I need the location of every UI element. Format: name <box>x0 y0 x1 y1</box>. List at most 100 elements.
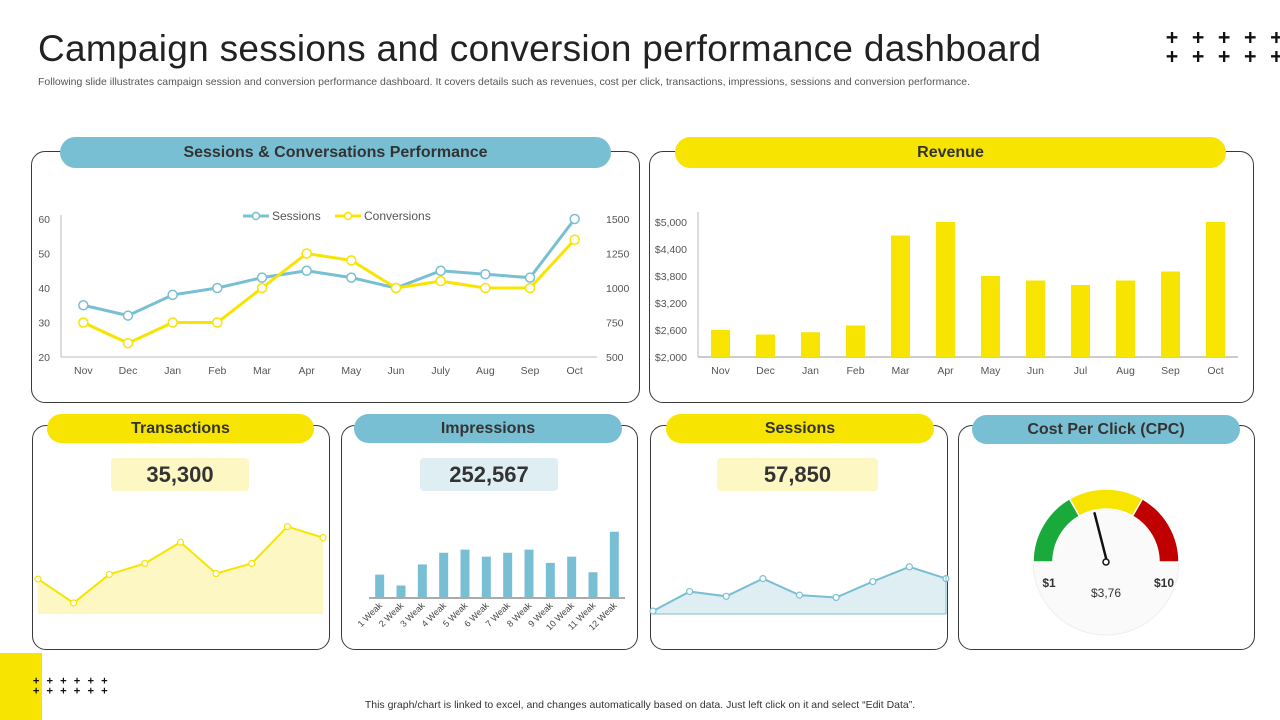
series-line-conversions <box>82 238 576 345</box>
impressions-bar <box>524 549 534 598</box>
sessions-point <box>905 563 913 571</box>
x-tick-label: July <box>431 365 450 377</box>
sessions-point <box>686 587 694 596</box>
impressions-value: 252,567 <box>420 458 558 491</box>
x-tick-label: Jan <box>802 365 819 377</box>
revenue-bar <box>711 330 730 357</box>
gauge-hub <box>1102 558 1110 566</box>
data-point-sessions <box>122 310 134 321</box>
data-point-conversions <box>167 317 178 328</box>
impressions-bar <box>609 531 619 598</box>
x-tick-label: Oct <box>1207 365 1223 377</box>
x-tick-label: Nov <box>74 365 93 377</box>
impressions-bar <box>567 556 577 598</box>
revenue-bar <box>756 334 775 357</box>
sessions-point <box>869 577 877 586</box>
gauge-needle <box>1093 512 1108 560</box>
impressions-title: Impressions <box>354 414 622 443</box>
data-point-conversions <box>524 282 536 294</box>
data-point-conversions <box>212 317 223 328</box>
data-point-conversions <box>435 275 446 287</box>
x-tick-label: Dec <box>119 365 138 377</box>
legend-swatch-marker <box>251 211 261 221</box>
transactions-point <box>70 599 78 607</box>
transactions-point <box>141 559 149 568</box>
page-subtitle: Following slide illustrates campaign ses… <box>38 76 971 88</box>
revenue-bar <box>846 325 865 357</box>
transactions-point <box>283 522 291 531</box>
y-tick-label: $4,400 <box>655 244 687 256</box>
x-tick-label: Aug <box>476 365 495 377</box>
legend-swatch-marker <box>343 211 353 221</box>
transactions-title: Transactions <box>47 414 314 443</box>
sessions-point <box>722 592 730 600</box>
transactions-value: 35,300 <box>111 458 249 491</box>
cpc-value-label: $3,76 <box>1090 586 1122 600</box>
decorative-yellow-block <box>0 653 42 720</box>
x-tick-label: Apr <box>298 365 315 377</box>
y-right-tick-label: 1250 <box>606 249 630 261</box>
x-tick-label: May <box>341 365 362 377</box>
y-left-tick-label: 60 <box>38 214 50 226</box>
y-left-tick-label: 30 <box>38 318 50 330</box>
sessions-title: Sessions <box>666 414 934 443</box>
revenue-bar <box>1116 280 1135 357</box>
data-point-conversions <box>301 248 312 259</box>
y-right-tick-label: 500 <box>606 352 624 364</box>
sessions-area <box>653 566 946 614</box>
gauge-segment-high <box>1131 497 1180 563</box>
data-point-sessions <box>301 265 312 276</box>
impressions-bar <box>439 552 449 598</box>
transactions-point <box>248 559 256 568</box>
series-line-sessions <box>82 218 576 318</box>
revenue-bar <box>1206 222 1225 357</box>
impressions-bar <box>396 585 406 598</box>
data-point-sessions <box>78 300 89 311</box>
y-tick-label: $3,200 <box>655 298 687 310</box>
impressions-bar <box>588 572 598 598</box>
x-tick-label: Mar <box>253 365 272 377</box>
x-tick-label: Nov <box>711 365 730 377</box>
impressions-bar <box>503 552 513 598</box>
x-tick-label: Feb <box>208 365 226 377</box>
decorative-plus-grid-small: + + + + + + + + + + + + <box>33 675 109 697</box>
y-tick-label: $2,600 <box>655 325 687 337</box>
sessions-value: 57,850 <box>717 458 878 491</box>
y-left-tick-label: 50 <box>38 249 50 261</box>
y-tick-label: $5,000 <box>655 217 687 229</box>
y-left-tick-label: 20 <box>38 352 50 364</box>
impressions-bar <box>460 549 470 598</box>
cpc-max-label: $10 <box>1153 576 1175 590</box>
transactions-point <box>319 534 327 542</box>
x-tick-label: Jul <box>1074 365 1087 377</box>
revenue-bar <box>1026 280 1045 357</box>
revenue-title: Revenue <box>675 137 1226 168</box>
x-tick-label: Jan <box>164 365 181 377</box>
y-left-tick-label: 40 <box>38 283 50 295</box>
revenue-bar <box>1161 271 1180 357</box>
y-right-tick-label: 1000 <box>606 283 630 295</box>
cpc-min-label: $1 <box>1042 576 1056 590</box>
y-tick-label: $3,800 <box>655 271 687 283</box>
decorative-plus-grid: + + + + + + + + + + + + <box>1166 25 1280 68</box>
revenue-bar <box>1071 285 1090 357</box>
y-right-tick-label: 750 <box>606 318 624 330</box>
data-point-sessions <box>167 289 178 301</box>
footer-note: This graph/chart is linked to excel, and… <box>364 699 916 711</box>
data-point-sessions <box>524 272 536 283</box>
x-tick-label: Feb <box>846 365 864 377</box>
revenue-bar <box>891 235 910 357</box>
data-point-conversions <box>346 255 357 266</box>
impressions-bar <box>545 562 555 598</box>
x-tick-label: Oct <box>566 365 582 377</box>
data-point-sessions <box>569 213 580 225</box>
legend-label: Conversions <box>364 209 431 223</box>
data-point-conversions <box>122 337 134 349</box>
transactions-area <box>38 526 323 614</box>
